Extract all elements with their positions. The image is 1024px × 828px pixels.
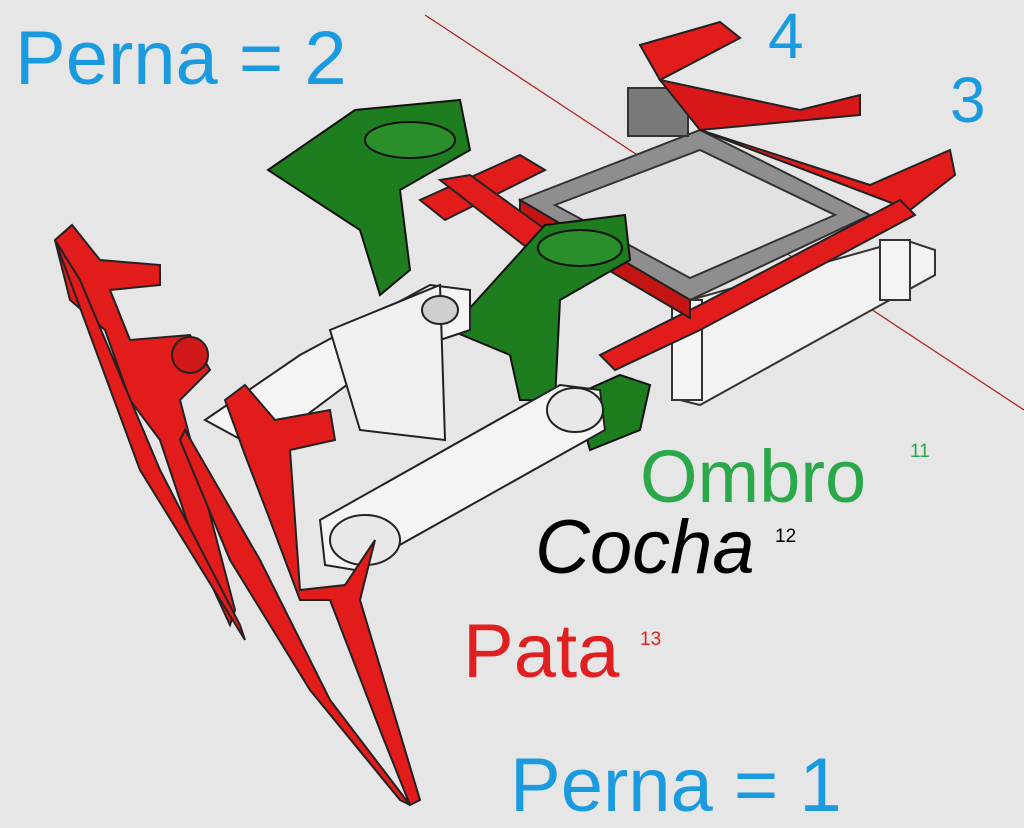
foot-reference: 13 xyxy=(640,629,662,650)
thigh-label: Cocha xyxy=(535,505,755,590)
leg-2-label: Perna = 2 xyxy=(15,16,347,101)
thigh-reference: 12 xyxy=(775,526,797,547)
foot-label: Pata xyxy=(463,609,620,694)
leg-1-label: Perna = 1 xyxy=(510,743,842,828)
leg-4-number: 4 xyxy=(768,0,804,72)
leg-3-number: 3 xyxy=(950,64,986,136)
foot-red-front xyxy=(178,383,422,807)
shoulder-reference: 11 xyxy=(910,441,930,462)
shoulder-label: Ombro xyxy=(640,435,867,518)
foot-red-back xyxy=(53,223,246,641)
thigh-white xyxy=(203,283,607,572)
